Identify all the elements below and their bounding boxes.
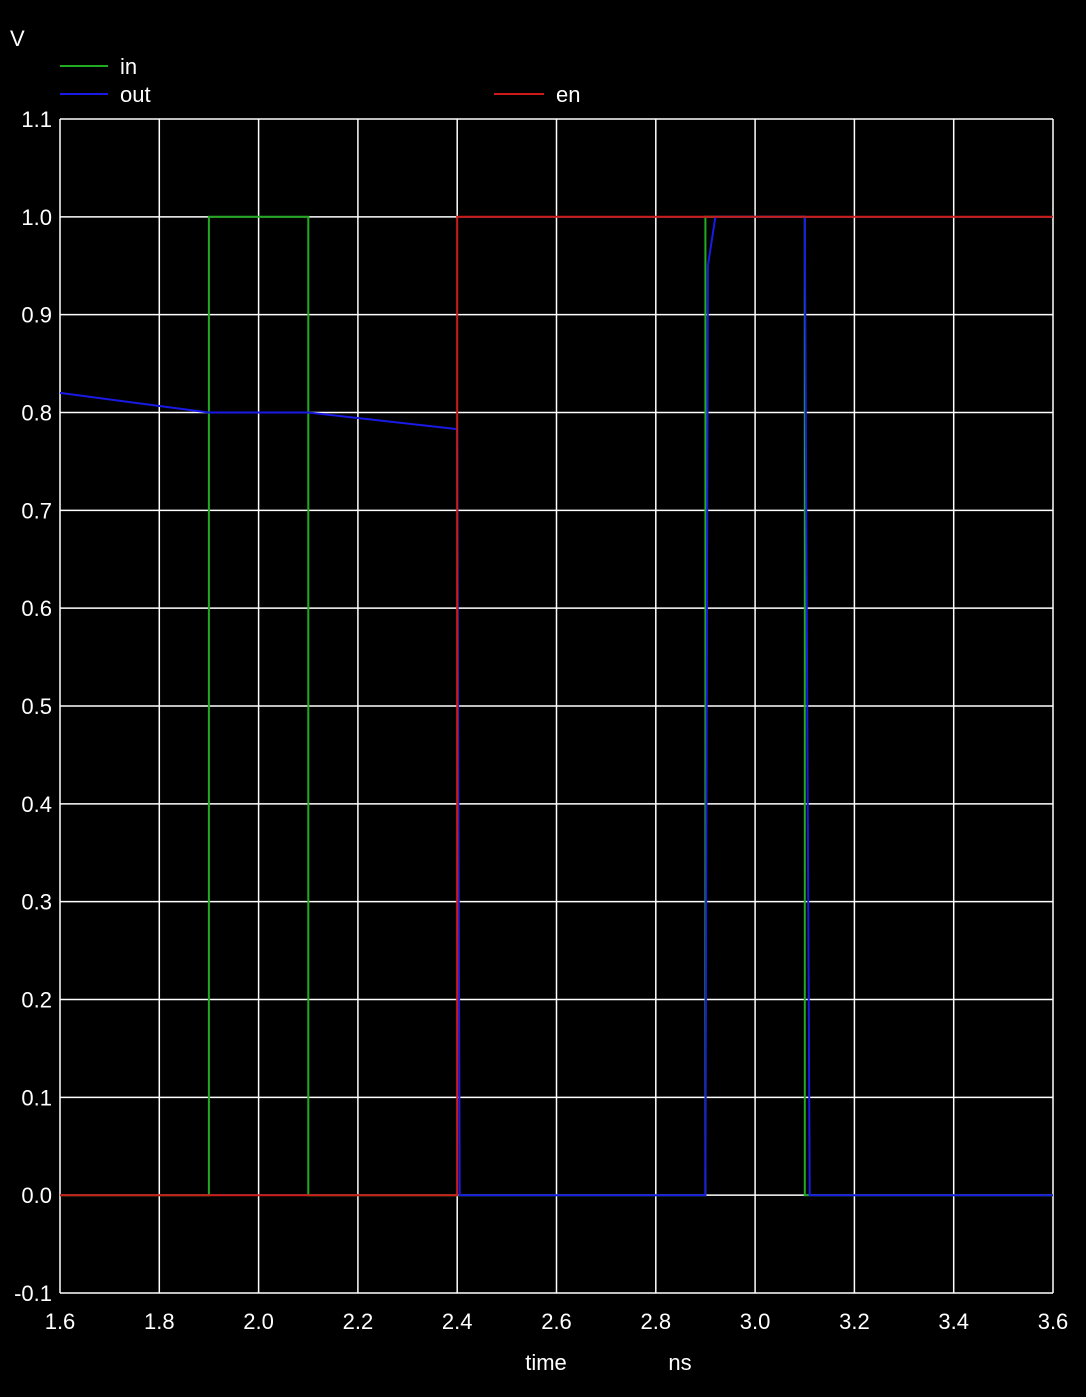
- y-tick-label: 0.7: [21, 498, 52, 523]
- y-tick-label: -0.1: [14, 1281, 52, 1306]
- x-tick-label: 3.2: [839, 1309, 870, 1334]
- x-tick-label: 1.8: [144, 1309, 175, 1334]
- x-tick-label: 2.4: [442, 1309, 473, 1334]
- y-tick-label: 0.5: [21, 694, 52, 719]
- legend-label-en: en: [556, 82, 580, 107]
- series-lines: [59, 215, 1053, 1197]
- y-tick-label: 0.9: [21, 303, 52, 328]
- x-tick-label: 2.6: [541, 1309, 572, 1334]
- grid: [59, 118, 1054, 1294]
- x-tick-label: 2.8: [641, 1309, 672, 1334]
- x-tick-label: 3.4: [938, 1309, 969, 1334]
- x-tick-label: 2.0: [243, 1309, 274, 1334]
- y-tick-label: 1.0: [21, 205, 52, 230]
- y-tick-label: 0.8: [21, 401, 52, 426]
- x-axis-unit: ns: [668, 1350, 691, 1375]
- series-line-out: [59, 215, 1053, 1197]
- legend-label-out: out: [120, 82, 151, 107]
- y-tick-labels: 1.1 1.0 0.9 0.8 0.7 0.6 0.5 0.4 0.3 0.2 0.1 0.0 -0.1: [14, 107, 52, 1306]
- legend: in out en: [60, 54, 580, 107]
- x-axis-label: time: [525, 1350, 567, 1375]
- y-tick-label: 0.4: [21, 792, 52, 817]
- y-tick-label: 0.3: [21, 890, 52, 915]
- x-tick-labels: 1.6 1.8 2.0 2.2 2.4 2.6 2.8 3.0 3.2 3.4 3.6: [45, 1309, 1069, 1334]
- x-tick-label: 3.6: [1038, 1309, 1069, 1334]
- y-tick-label: 1.1: [21, 107, 52, 132]
- y-tick-label: 0.2: [21, 988, 52, 1013]
- x-tick-label: 1.6: [45, 1309, 76, 1334]
- legend-label-in: in: [120, 54, 137, 79]
- x-tick-label: 3.0: [740, 1309, 771, 1334]
- x-tick-label: 2.2: [343, 1309, 374, 1334]
- y-tick-label: 0.0: [21, 1183, 52, 1208]
- y-axis-label: V: [10, 26, 25, 51]
- y-tick-label: 0.1: [21, 1085, 52, 1110]
- series-line-en: [60, 215, 1053, 1197]
- y-tick-label: 0.6: [21, 596, 52, 621]
